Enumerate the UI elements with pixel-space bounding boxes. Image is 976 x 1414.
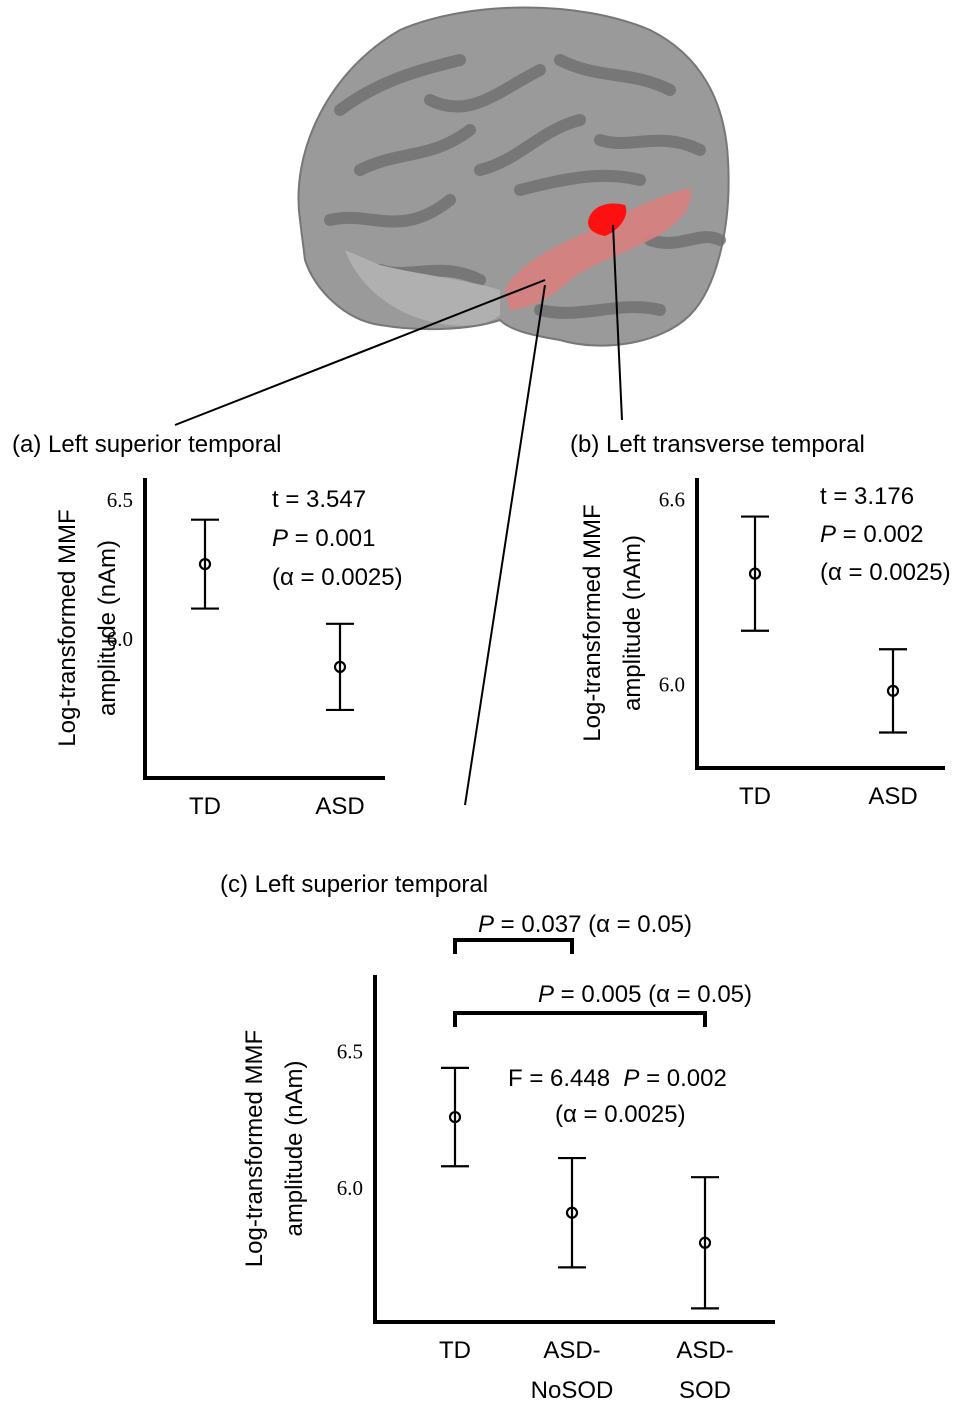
y-tick-label: 6.0 [337, 1176, 363, 1200]
mean-point [886, 684, 900, 697]
significance-bracket [453, 938, 574, 954]
annotation: t = 3.547 [272, 486, 366, 513]
chart-title: (b) Left transverse temporal [570, 431, 865, 458]
annotation-part: t = 3.547 [272, 486, 366, 513]
y-tick-label: 6.0 [107, 627, 133, 651]
annotation-part: (α = 0.0025) [820, 559, 951, 586]
mean-point [565, 1206, 579, 1219]
x-tick-label: TD [439, 1337, 471, 1364]
y-axis-label: Log-transformed MMF [241, 1030, 268, 1267]
x-tick-label: ASD [315, 793, 364, 820]
y-axis-label: Log-transformed MMF [54, 509, 81, 746]
annotation-part: P [272, 525, 288, 552]
y-tick-label: 6.5 [337, 1040, 363, 1064]
annotation-part: P [623, 1065, 639, 1092]
annotation-part: = 0.037 (α = 0.05) [494, 911, 692, 938]
x-tick-label: ASD [868, 783, 917, 810]
brain-illustration [174, 6, 730, 806]
chart-title: (c) Left superior temporal [220, 871, 488, 898]
chart-title: (a) Left superior temporal [12, 431, 281, 458]
annotation: P = 0.002 [820, 521, 923, 548]
y-axis-label: Log-transformed MMF [579, 504, 606, 741]
annotation-part: = 0.005 (α = 0.05) [554, 981, 752, 1008]
annotation-part: F = 6.448 [508, 1065, 623, 1092]
annotation-part: (α = 0.0025) [272, 564, 403, 591]
significance-bracket [453, 1011, 707, 1027]
mean-point [198, 558, 212, 571]
annotation: P = 0.037 (α = 0.05) [478, 911, 692, 938]
mean-point [333, 660, 347, 673]
annotation-part: = 0.002 [639, 1065, 726, 1092]
axes [373, 975, 775, 1324]
y-axis-label: amplitude (nAm) [619, 535, 646, 711]
annotation: (α = 0.0025) [820, 559, 951, 586]
mean-point [698, 1236, 712, 1249]
axes [695, 478, 945, 770]
annotation-part: = 0.001 [288, 525, 375, 552]
annotation-part: t = 3.176 [820, 483, 914, 510]
x-tick-label: ASD-NoSOD [531, 1337, 614, 1404]
axes [143, 478, 385, 780]
mean-point [448, 1110, 462, 1124]
annotation-part: = 0.002 [836, 521, 923, 548]
y-axis-label: amplitude (nAm) [281, 1060, 308, 1236]
y-tick-label: 6.6 [659, 488, 685, 512]
annotation: P = 0.001 [272, 525, 375, 552]
annotation: F = 6.448 P = 0.002 [508, 1065, 727, 1092]
x-tick-label: TD [739, 783, 771, 810]
y-axis-label: amplitude (nAm) [94, 540, 121, 716]
annotation: P = 0.005 (α = 0.05) [538, 981, 752, 1008]
annotation: t = 3.176 [820, 483, 914, 510]
x-tick-label: TD [189, 793, 221, 820]
annotation-part: P [478, 911, 494, 938]
y-tick-label: 6.5 [107, 488, 133, 512]
annotation-part: (α = 0.0025) [555, 1101, 686, 1128]
mean-point [748, 567, 762, 580]
x-tick-label: ASD-SOD [676, 1337, 733, 1404]
annotation-part: P [820, 521, 836, 548]
annotation: (α = 0.0025) [272, 564, 403, 591]
y-tick-label: 6.0 [659, 673, 685, 697]
annotation-part: P [538, 981, 554, 1008]
annotation: (α = 0.0025) [555, 1101, 686, 1128]
